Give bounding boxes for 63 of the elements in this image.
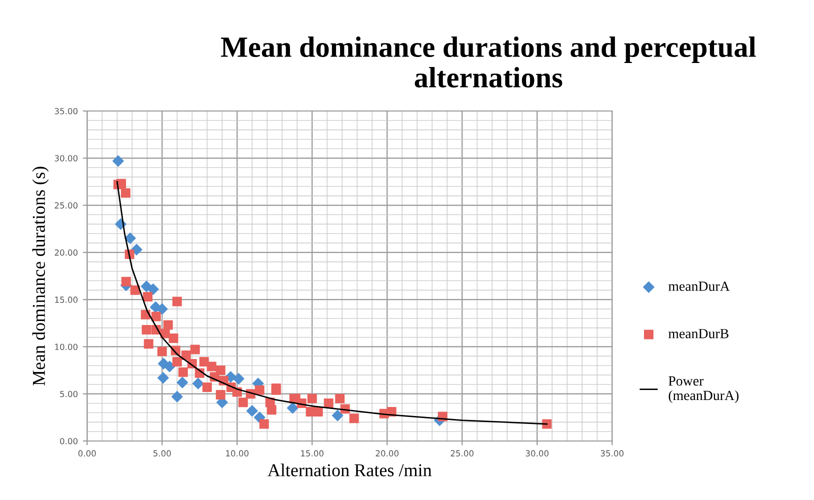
point <box>216 390 226 400</box>
point <box>246 405 258 417</box>
legend-label: Power (meanDurA) <box>668 376 739 403</box>
point <box>144 339 154 349</box>
point <box>190 344 200 354</box>
x-tick-label: 25.00 <box>450 450 474 456</box>
point <box>232 373 244 384</box>
point <box>112 155 124 167</box>
point <box>324 398 334 408</box>
point <box>254 385 264 395</box>
x-tick-label: 5.00 <box>153 450 171 456</box>
point <box>157 372 169 384</box>
x-tick-label: 30.00 <box>526 450 548 456</box>
point <box>238 398 248 408</box>
y-tick-label: 0.00 <box>60 438 78 444</box>
point <box>163 320 173 330</box>
y-axis-title: Mean dominance durations (s) <box>32 166 49 386</box>
legend-label: meanDurB <box>668 329 728 338</box>
point <box>192 378 204 390</box>
point <box>266 405 276 415</box>
point <box>542 419 552 429</box>
point <box>335 394 345 404</box>
y-tick-label: 10.00 <box>55 344 78 350</box>
point <box>172 357 182 367</box>
point <box>130 285 140 295</box>
y-tick-label: 35.00 <box>54 108 78 114</box>
point <box>307 394 317 404</box>
point <box>156 303 168 315</box>
y-tick-label: 20.00 <box>54 249 78 256</box>
x-tick-label: 10.00 <box>226 450 248 456</box>
point <box>176 376 188 388</box>
y-tick-label: 5.00 <box>60 390 78 398</box>
legend-label: meanDurA <box>668 282 730 291</box>
point <box>202 382 212 392</box>
x-tick-label: 15.00 <box>301 450 324 456</box>
point <box>349 414 359 424</box>
point <box>164 360 176 372</box>
point <box>171 390 183 402</box>
point <box>147 283 159 295</box>
y-tick-label: 25.00 <box>54 202 78 209</box>
point <box>332 410 344 422</box>
x-tick-label: 35.00 <box>600 450 624 456</box>
x-tick-label: 0.00 <box>78 450 96 456</box>
point <box>142 292 152 302</box>
y-tick-label: 15.00 <box>55 296 78 303</box>
point <box>151 312 161 322</box>
point <box>120 188 130 198</box>
point <box>157 346 167 356</box>
point <box>116 178 126 188</box>
y-tick-label: 30.00 <box>54 155 78 162</box>
chart-title: Mean dominance durations and perceptual alternations <box>220 36 756 88</box>
point <box>142 325 152 334</box>
point <box>124 232 136 244</box>
point <box>178 367 188 377</box>
x-axis-title: Alternation Rates /min <box>268 464 432 476</box>
point <box>172 296 182 306</box>
point <box>199 357 209 367</box>
x-tick-label: 20.00 <box>376 450 398 456</box>
point <box>286 402 298 414</box>
point <box>206 362 216 372</box>
point <box>259 419 269 429</box>
point <box>121 276 131 286</box>
point <box>168 333 178 343</box>
